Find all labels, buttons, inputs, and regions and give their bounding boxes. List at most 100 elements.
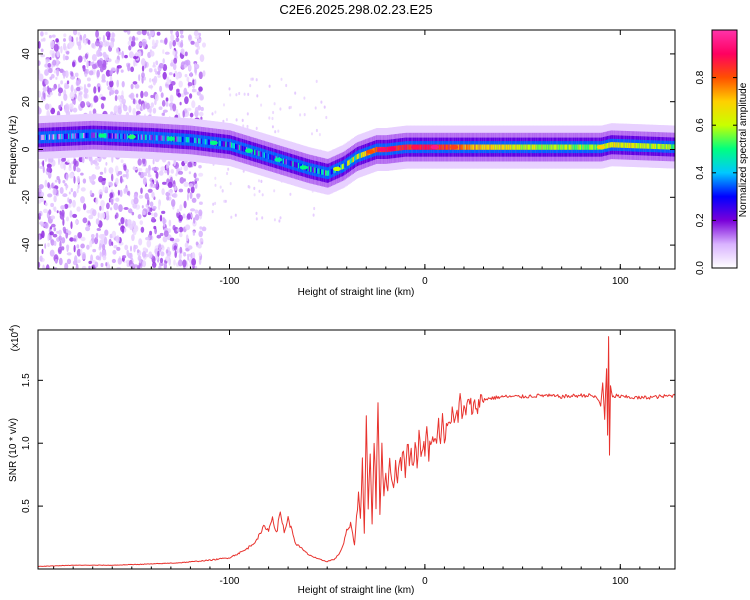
spectrogram-noise-blob: [168, 83, 174, 91]
spectrogram-peak-spot: [166, 136, 175, 141]
spectrogram-noise-blob: [272, 110, 275, 115]
spectrogram-noise-blob: [313, 206, 316, 211]
spectrogram-ridge-cell: [362, 152, 365, 158]
spectrogram-ridge-cell: [660, 143, 663, 150]
spectrogram-noise-blob: [113, 105, 119, 113]
spectrogram-ridge-cell: [47, 134, 50, 140]
spectrogram-noise-blob: [194, 41, 200, 48]
spectrogram-ridge-cell: [492, 144, 495, 150]
spectrogram-ridge-cell: [403, 144, 406, 150]
spectrogram-noise-blob: [92, 61, 95, 65]
spectrogram-ridge-cell: [332, 168, 335, 174]
spectrogram-noise-blob: [285, 83, 288, 88]
spectrogram-noise-blob: [147, 31, 150, 36]
spectrogram-ridge-cell: [176, 136, 179, 142]
spectrogram-peak-spot: [299, 165, 308, 170]
spectrogram-ridge-cell: [549, 144, 552, 150]
spectrogram-noise-blob: [114, 214, 117, 219]
spectrogram-noise-blob: [63, 38, 66, 42]
spectrogram-noise-blob: [179, 232, 183, 238]
spectrogram-noise-blob: [113, 202, 119, 211]
spectrogram-noise-blob: [188, 171, 192, 175]
spectrogram-noise-blob: [86, 68, 89, 74]
spectrogram-ridge-cell: [638, 143, 641, 149]
spectrogram-noise-blob: [38, 261, 41, 269]
spectrogram-noise-blob: [176, 208, 180, 214]
spectrogram-ridge-cell: [523, 144, 526, 150]
spectrogram-noise-blob: [100, 103, 105, 110]
spectrogram-ridge-cell: [426, 144, 429, 150]
spectrogram-noise-blob: [80, 243, 85, 249]
spectrogram-ridge-cell: [537, 144, 540, 150]
spectrogram-noise-blob: [42, 266, 46, 269]
spectrogram-noise-blob: [183, 165, 189, 172]
spectrogram-noise-blob: [160, 251, 165, 257]
spectrogram-ridge-cell: [500, 144, 503, 150]
spectrogram-ridge-cell: [143, 134, 146, 140]
spectrogram-ridge-cell: [448, 144, 451, 150]
spectrogram-ridge-cell: [514, 144, 517, 150]
spectrogram-noise-blob: [289, 105, 292, 109]
spectrogram-noise-blob: [66, 216, 69, 222]
spectrogram-noise-blob: [172, 49, 176, 56]
spectrogram-ridge-cell: [464, 144, 467, 150]
spectrogram-noise-blob: [95, 40, 100, 47]
spectrogram-ridge-cell: [612, 142, 615, 148]
spectrogram-ridge-cell: [642, 143, 645, 149]
spectrogram-ridge-cell: [225, 141, 228, 147]
spectrogram-noise-blob: [175, 173, 178, 177]
spectrogram-noise-blob: [120, 95, 124, 100]
snr-y-multiplier-exp: 4: [9, 328, 16, 332]
spectrogram-noise-blob: [38, 41, 41, 49]
spectrogram-noise-blob: [141, 205, 144, 209]
spectrogram-noise-blob: [226, 171, 229, 176]
spectrogram-ridge-cell: [48, 134, 52, 140]
spectrogram-ridge-cell: [550, 144, 554, 150]
spectrogram-noise-blob: [162, 181, 167, 185]
spectrogram-ridge-cell: [64, 133, 67, 140]
spectrogram-noise-blob: [134, 84, 140, 89]
spectrogram-ridge-cell: [581, 144, 584, 150]
spectrogram-noise-blob: [94, 157, 100, 162]
spectrogram-noise-blob: [74, 255, 78, 264]
spectrogram-noise-blob: [137, 168, 143, 172]
spectrogram-noise-blob: [178, 259, 183, 267]
spectrogram-noise-blob: [188, 183, 194, 188]
spectrogram-noise-blob: [142, 177, 147, 186]
spectrogram-noise-blob: [278, 219, 281, 223]
spectrogram-peak-spot: [127, 134, 136, 139]
spectrogram-ridge-cell: [619, 142, 622, 148]
spectrogram-ridge-cell: [266, 153, 269, 159]
spectrogram-ridge-cell: [83, 132, 86, 139]
spectrogram-ridge-cell: [533, 144, 536, 150]
spectrogram-ridge-cell: [196, 138, 199, 144]
spectrogram-noise-blob: [76, 166, 79, 170]
spectrogram-noise-blob: [178, 80, 183, 88]
spectrogram-ridge-cell: [219, 140, 223, 147]
spectrogram-noise-blob: [148, 68, 153, 73]
spectrogram-noise-blob: [63, 71, 66, 79]
spectrogram-noise-blob: [105, 69, 111, 77]
spectrogram-noise-blob: [129, 223, 134, 231]
spectrogram-noise-blob: [119, 189, 123, 197]
spectrogram-noise-blob: [155, 39, 159, 45]
spectrogram-noise-blob: [109, 40, 115, 49]
spectrogram-noise-blob: [76, 244, 80, 249]
spectrogram-ridge-cell: [553, 144, 556, 150]
spectrogram-ridge-cell: [519, 144, 522, 150]
spectrogram-noise-blob: [130, 66, 135, 73]
spectrogram-noise-blob: [190, 40, 195, 45]
spectrogram-noise-blob: [87, 220, 91, 226]
spectrogram-y-label: Frequency (Hz): [8, 116, 19, 185]
spectrogram-noise-blob: [299, 113, 302, 117]
spectrogram-ridge-cell: [481, 144, 484, 150]
spectrogram-peak-spot: [209, 140, 218, 145]
spectrogram-noise-blob: [49, 49, 53, 56]
spectrogram-ridge-cell: [343, 163, 346, 169]
spectrogram-ridge-cell: [427, 144, 430, 150]
spectrogram-noise-blob: [138, 258, 142, 264]
spectrogram-ridge-cell: [442, 144, 446, 150]
spectrogram-ridge-cell: [189, 137, 192, 143]
spectrogram-noise-blob: [151, 191, 155, 198]
spectrogram-noise-blob: [157, 71, 161, 75]
